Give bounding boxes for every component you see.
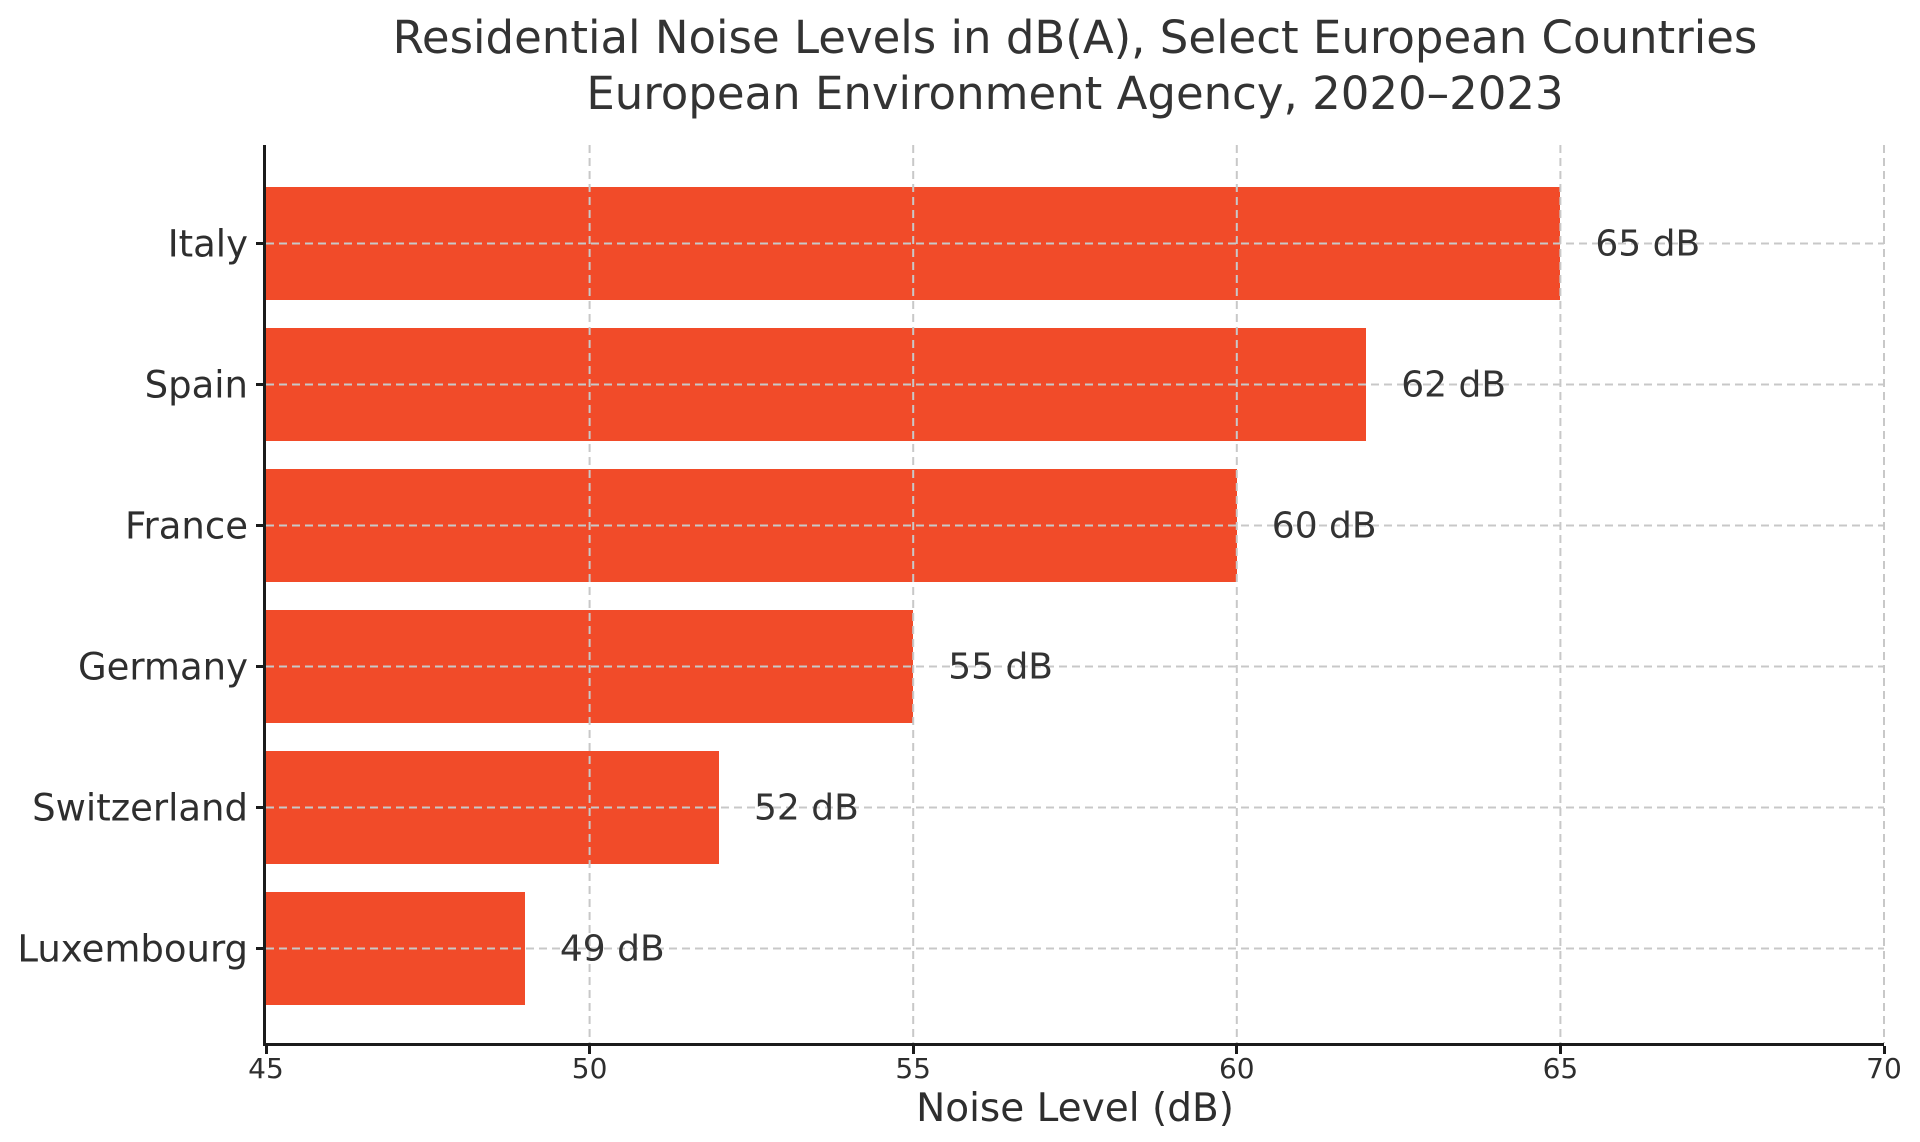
category-label-switzerland: Switzerland [32, 786, 248, 829]
x-axis-title: Noise Level (dB) [916, 1086, 1234, 1131]
bar-spain [266, 328, 1367, 441]
bar-value-label-france: 60 dB [1271, 505, 1377, 546]
bar-value-label-italy: 65 dB [1595, 223, 1701, 264]
y-tick-switzerland [256, 806, 264, 809]
bar-luxembourg [266, 892, 525, 1005]
bar-italy [266, 187, 1561, 300]
x-tick-50 [588, 1046, 592, 1054]
x-tick-65 [1558, 1046, 1562, 1054]
y-tick-france [256, 524, 264, 527]
x-tick-label-70: 70 [1866, 1052, 1902, 1085]
bar-france [266, 469, 1237, 582]
bar-value-label-switzerland: 52 dB [754, 787, 859, 828]
x-tick-70 [1882, 1046, 1886, 1054]
y-tick-germany [256, 665, 264, 668]
chart-subtitle: European Environment Agency, 2020–2023 [586, 67, 1564, 120]
y-tick-luxembourg [256, 947, 264, 950]
bar-switzerland [266, 751, 720, 864]
x-tick-label-60: 60 [1218, 1052, 1255, 1085]
category-label-france: France [124, 504, 248, 547]
bar-germany [266, 610, 914, 723]
category-label-luxembourg: Luxembourg [17, 927, 248, 970]
x-tick-55 [911, 1046, 915, 1054]
y-tick-spain [256, 383, 264, 386]
x-tick-label-50: 50 [571, 1052, 608, 1085]
bar-value-label-germany: 55 dB [948, 646, 1053, 687]
x-tick-label-45: 45 [248, 1052, 284, 1085]
chart-title-block: Residential Noise Levels in dB(A), Selec… [266, 10, 1884, 122]
plot-area: 65 dB 62 dB 60 dB 55 dB 52 dB 49 dB [263, 145, 1885, 1046]
category-label-spain: Spain [144, 363, 248, 406]
x-tick-45 [264, 1046, 268, 1054]
y-tick-italy [256, 242, 264, 245]
x-tick-60 [1235, 1046, 1239, 1054]
bar-value-label-spain: 62 dB [1401, 364, 1507, 405]
bar-value-label-luxembourg: 49 dB [559, 928, 665, 969]
x-tick-label-55: 55 [895, 1052, 932, 1085]
chart-title: Residential Noise Levels in dB(A), Selec… [392, 11, 1758, 64]
x-tick-label-65: 65 [1542, 1052, 1579, 1085]
category-label-germany: Germany [77, 645, 248, 688]
category-label-italy: Italy [167, 222, 248, 265]
